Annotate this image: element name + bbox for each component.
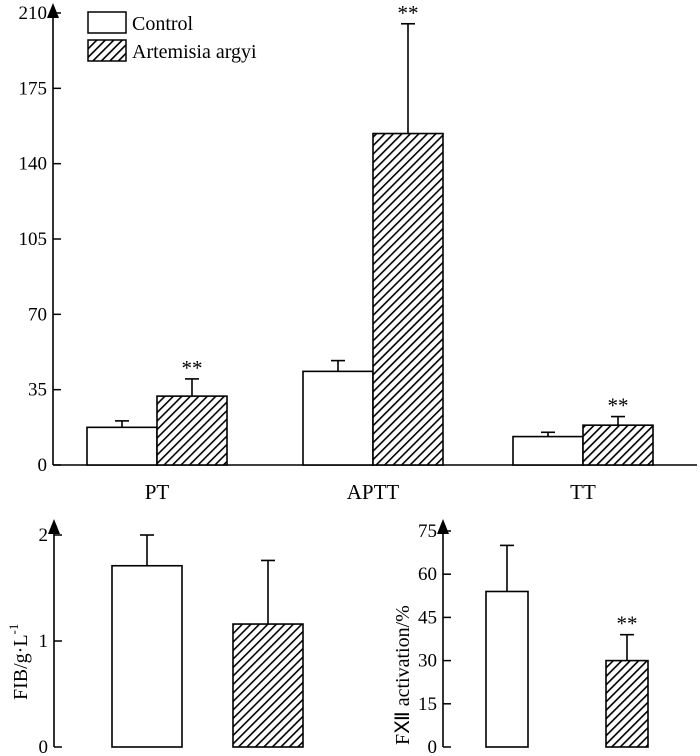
main-chart: 0 35 70 105 140 175 210 ** ** ** PT APTT TT Contro… — [19, 1, 697, 504]
fib-bar-control — [111, 564, 183, 748]
fib-y-ticks: 0 1 2 — [39, 525, 62, 756]
legend-label-control: Control — [132, 13, 194, 35]
main-tick-label-5: 175 — [19, 78, 48, 99]
bar-tt-control — [512, 435, 584, 466]
fxii-tick-label-0: 0 — [428, 737, 438, 756]
category-label-tt: TT — [570, 480, 596, 504]
fib-y-axis-title-main: FIB/g·L — [10, 634, 32, 700]
fib-y-axis-title: FIB/g·L-1 — [6, 624, 32, 700]
fxii-sig: ** — [617, 612, 638, 636]
main-tick-label-0: 0 — [38, 455, 48, 476]
sig-tt: ** — [608, 394, 629, 418]
fxii-tick-label-2: 30 — [418, 651, 437, 672]
legend-swatch-artemisia — [87, 39, 127, 62]
fib-tick-label-2: 2 — [39, 525, 49, 546]
bar-pt-control — [86, 426, 158, 466]
fxii-y-axis-title: FⅫ activation/% — [392, 605, 414, 745]
fib-tick-label-0: 0 — [39, 737, 49, 756]
fxii-tick-label-4: 60 — [418, 564, 437, 585]
sig-pt: ** — [182, 356, 203, 380]
sig-aptt: ** — [398, 1, 419, 25]
bar-aptt-control — [302, 370, 374, 466]
main-bars: ** ** ** — [86, 1, 654, 466]
bar-tt-artemisia — [582, 424, 654, 466]
main-y-axis-arrow — [47, 3, 59, 18]
category-label-pt: PT — [145, 480, 170, 504]
fxii-chart: 0 15 30 45 60 75 ** FⅫ activation/% — [392, 519, 649, 756]
fib-y-axis-arrow — [48, 519, 60, 534]
legend-label-artemisia: Artemisia argyi — [132, 41, 257, 63]
main-tick-label-2: 70 — [28, 304, 47, 325]
fxii-tick-label-5: 75 — [418, 521, 437, 542]
legend-swatch-control — [87, 11, 127, 34]
fib-bar-artemisia — [232, 623, 304, 748]
category-label-aptt: APTT — [347, 480, 400, 504]
bar-aptt-artemisia — [372, 132, 444, 466]
legend: Control Artemisia argyi — [87, 11, 257, 63]
main-y-ticks: 0 35 70 105 140 175 210 — [19, 3, 61, 476]
fib-bars — [111, 534, 304, 748]
fib-y-axis-title-exponent: -1 — [6, 624, 21, 635]
fxii-bar-artemisia — [605, 659, 649, 748]
fxii-bar-control — [485, 590, 529, 748]
main-tick-label-6: 210 — [19, 3, 48, 24]
fxii-bars: ** — [485, 544, 649, 748]
bar-pt-artemisia — [156, 395, 228, 466]
main-tick-label-1: 35 — [28, 380, 47, 401]
fxii-y-ticks: 0 15 30 45 60 75 — [418, 521, 451, 756]
fxii-tick-label-3: 45 — [418, 607, 437, 628]
fxii-tick-label-1: 15 — [418, 694, 437, 715]
main-category-labels: PT APTT TT — [145, 480, 596, 504]
fib-tick-label-1: 1 — [39, 631, 49, 652]
main-tick-label-4: 140 — [19, 154, 48, 175]
fib-chart: 0 1 2 FIB/g·L-1 — [6, 519, 304, 756]
main-tick-label-3: 105 — [19, 229, 48, 250]
